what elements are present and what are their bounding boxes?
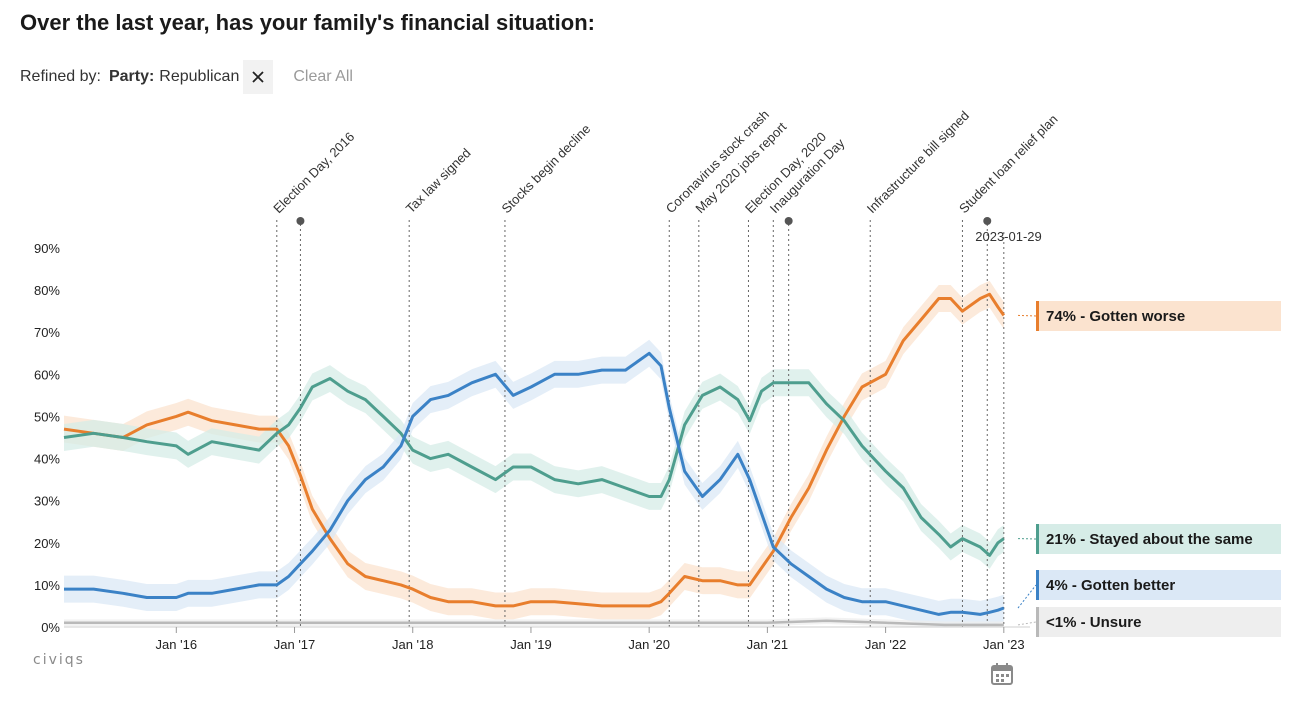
x-tick-label: Jan '21 <box>747 637 789 652</box>
event-marker <box>784 217 793 225</box>
x-tick-label: Jan '17 <box>274 637 316 652</box>
chip-value: Republican <box>159 68 240 85</box>
current-date-label: 2023-01-29 <box>975 229 1042 244</box>
x-tick-label: Jan '16 <box>156 637 198 652</box>
refine-label: Refined by: <box>20 68 101 85</box>
event-marker <box>296 217 305 225</box>
event-marker <box>983 217 992 225</box>
event-label: Student loan relief plan <box>956 111 1061 216</box>
page-title: Over the last year, has your family's fi… <box>20 10 595 35</box>
calendar-icon[interactable] <box>990 662 1014 686</box>
civiqs-logo: civiqs <box>33 652 85 668</box>
series-line <box>64 351 1005 616</box>
x-tick-label: Jan '18 <box>392 637 434 652</box>
y-tick-label: 50% <box>34 409 60 424</box>
x-tick-label: Jan '23 <box>983 637 1025 652</box>
confidence-band <box>64 339 1004 627</box>
end-label-bg <box>1036 301 1281 331</box>
y-tick-label: 70% <box>34 325 60 340</box>
y-tick-label: 30% <box>34 494 60 509</box>
event-label: Election Day, 2016 <box>270 129 357 216</box>
y-tick-label: 0% <box>41 620 60 635</box>
end-label-marker <box>1036 301 1039 331</box>
end-label: 4% - Gotten better <box>1046 577 1175 594</box>
label-connector <box>1017 314 1037 317</box>
y-tick-label: 20% <box>34 536 60 551</box>
end-label-bg <box>1036 524 1281 554</box>
y-tick-label: 40% <box>34 452 60 467</box>
y-tick-label: 80% <box>34 283 60 298</box>
y-tick-label: 60% <box>34 367 60 382</box>
end-label-bg <box>1036 607 1281 637</box>
series-line <box>64 619 1004 627</box>
x-tick-label: Jan '20 <box>628 637 670 652</box>
series-line <box>63 377 1005 557</box>
x-tick-label: Jan '22 <box>865 637 907 652</box>
chip-key: Party: <box>108 68 155 85</box>
filter-bar: Refined by: Party: Republican Clear All <box>20 60 353 94</box>
end-label: 74% - Gotten worse <box>1046 308 1185 325</box>
label-connector <box>1017 621 1037 626</box>
end-label-marker <box>1036 570 1039 600</box>
end-label-marker <box>1036 607 1039 637</box>
party-filter-chip: Party: Republican <box>109 60 277 94</box>
end-label-marker <box>1036 524 1039 554</box>
end-label: <1% - Unsure <box>1046 614 1141 631</box>
y-tick-label: 90% <box>34 241 60 256</box>
series-line <box>63 292 1006 608</box>
event-label: Infrastructure bill signed <box>864 108 972 216</box>
close-icon[interactable] <box>243 60 274 94</box>
y-tick-label: 10% <box>34 578 60 593</box>
x-tick-label: Jan '19 <box>510 637 552 652</box>
event-label: Stocks begin decline <box>498 121 593 216</box>
event-label: Tax law signed <box>403 145 474 216</box>
label-connector <box>1017 584 1037 609</box>
clear-all-button[interactable]: Clear All <box>293 68 353 85</box>
end-label: 21% - Stayed about the same <box>1046 531 1253 548</box>
end-label-bg <box>1036 570 1281 600</box>
